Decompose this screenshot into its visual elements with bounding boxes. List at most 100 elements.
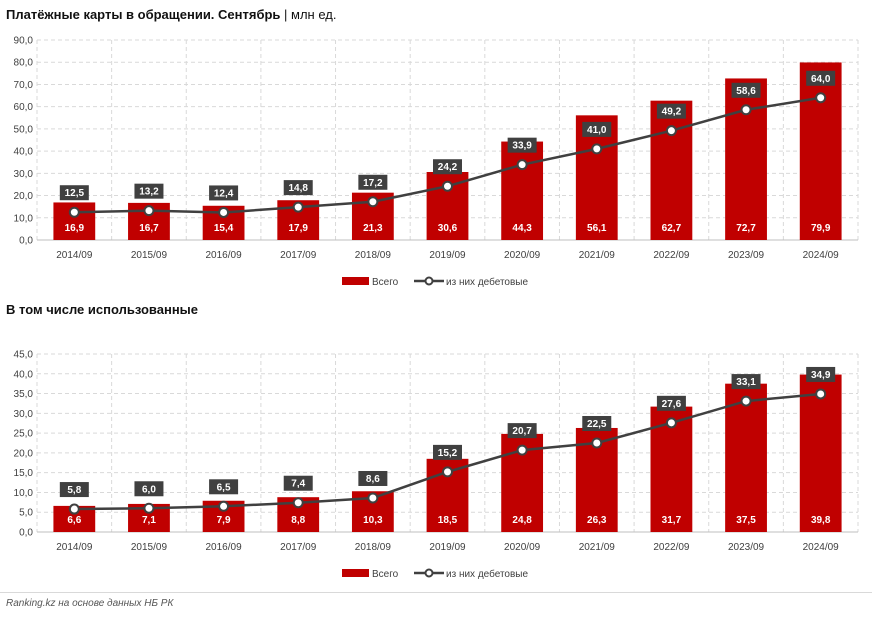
debit-value-label: 15,2 — [438, 448, 458, 459]
chart-1-title-unit: | млн ед. — [280, 7, 337, 22]
debit-point-2022/09 — [665, 125, 677, 137]
bar-value-label: 18,5 — [438, 515, 458, 526]
x-tick-label: 2020/09 — [504, 542, 541, 553]
y-tick-label: 90,0 — [14, 36, 34, 47]
debit-value-label: 6,5 — [217, 482, 231, 493]
debit-point-2014/09 — [68, 503, 80, 515]
x-tick-label: 2019/09 — [429, 542, 466, 553]
debit-value-label: 12,4 — [214, 188, 234, 199]
debit-point-2020/09 — [516, 159, 528, 171]
x-tick-label: 2023/09 — [728, 542, 765, 553]
debit-value-label: 22,5 — [587, 419, 607, 430]
debit-value-label: 27,6 — [662, 399, 682, 410]
bar-2023/09 — [725, 383, 767, 532]
bar-value-label: 79,9 — [811, 223, 831, 234]
debit-value-label: 24,2 — [438, 162, 458, 173]
debit-label-box — [507, 137, 537, 153]
y-tick-label: 5,0 — [19, 508, 33, 519]
debit-label-box — [209, 185, 239, 201]
debit-value-label: 20,7 — [512, 426, 532, 437]
chart-2-title: В том числе использованные — [6, 302, 198, 317]
y-tick-label: 40,0 — [14, 147, 34, 158]
bar-value-label: 62,7 — [662, 223, 682, 234]
debit-value-label: 14,8 — [288, 183, 308, 194]
x-tick-label: 2015/09 — [131, 250, 168, 261]
debit-point-2024/09 — [815, 92, 827, 104]
debit-value-label: 49,2 — [662, 107, 682, 118]
bar-value-label: 15,4 — [214, 223, 234, 234]
y-tick-label: 10,0 — [14, 213, 34, 224]
bar-value-label: 39,8 — [811, 515, 831, 526]
bar-value-label: 8,8 — [291, 515, 305, 526]
y-tick-label: 15,0 — [14, 468, 34, 479]
debit-value-label: 13,2 — [139, 187, 159, 198]
legend-label-total: Всего — [372, 277, 399, 288]
bar-value-label: 56,1 — [587, 223, 607, 234]
debit-label-box — [656, 395, 686, 411]
x-tick-label: 2016/09 — [206, 250, 243, 261]
debit-value-label: 64,0 — [811, 74, 831, 85]
y-tick-label: 0,0 — [19, 528, 33, 539]
legend-bar-swatch — [342, 277, 369, 285]
y-tick-label: 30,0 — [14, 409, 34, 420]
debit-point-2024/09 — [815, 388, 827, 400]
debit-point-2019/09 — [442, 180, 453, 192]
debit-label-box — [582, 416, 612, 431]
y-tick-label: 40,0 — [14, 369, 34, 380]
x-tick-label: 2022/09 — [653, 250, 690, 261]
debit-label-box — [731, 374, 761, 390]
x-tick-label: 2018/09 — [355, 250, 392, 261]
debit-value-label: 34,9 — [811, 370, 831, 381]
bar-value-label: 16,9 — [65, 223, 85, 234]
debit-label-box — [59, 482, 89, 498]
bar-value-label: 31,7 — [662, 515, 682, 526]
bar-value-label: 24,8 — [512, 515, 532, 526]
debit-value-label: 6,0 — [142, 484, 156, 495]
legend-line-marker — [424, 276, 434, 286]
y-tick-label: 45,0 — [14, 350, 34, 361]
y-tick-label: 30,0 — [14, 169, 34, 180]
x-tick-label: 2023/09 — [728, 250, 765, 261]
debit-point-2021/09 — [591, 437, 603, 449]
legend-line-marker — [424, 568, 434, 578]
y-tick-label: 25,0 — [14, 429, 34, 440]
debit-label-box — [731, 82, 761, 98]
debit-value-label: 33,1 — [736, 377, 756, 388]
x-tick-label: 2019/09 — [429, 250, 466, 261]
debit-label-box — [582, 121, 612, 137]
bar-2024/09 — [799, 62, 842, 240]
debit-label-box — [134, 481, 164, 497]
debit-label-box — [433, 159, 462, 175]
legend-label-total: Всего — [372, 569, 399, 580]
bar-2024/09 — [799, 374, 842, 532]
chart-1-cards-in-circulation: 0,0 10,0 20,0 30,0 40,0 50,0 60,0 70,0 80,0 90,0 1… — [14, 36, 859, 288]
x-tick-label: 2017/09 — [280, 250, 317, 261]
debit-label-box — [433, 444, 462, 460]
bar-value-label: 6,6 — [67, 515, 81, 526]
chart-2-title-main: В том числе использованные — [6, 302, 198, 317]
bar-value-label: 7,9 — [217, 515, 231, 526]
y-tick-label: 60,0 — [14, 102, 34, 113]
debit-label-box — [656, 103, 686, 119]
footer-divider — [0, 592, 872, 593]
bar-2023/09 — [725, 78, 767, 240]
y-tick-label: 50,0 — [14, 124, 34, 135]
debit-value-label: 17,2 — [363, 178, 383, 189]
debit-point-2023/09 — [740, 395, 752, 407]
y-tick-label: 80,0 — [14, 58, 34, 69]
debit-value-label: 12,5 — [65, 188, 85, 199]
bar-value-label: 37,5 — [736, 515, 756, 526]
x-tick-label: 2018/09 — [355, 542, 392, 553]
x-tick-label: 2014/09 — [56, 250, 93, 261]
bar-value-label: 7,1 — [142, 515, 156, 526]
bar-value-label: 30,6 — [438, 223, 458, 234]
debit-label-box — [358, 470, 388, 486]
bar-value-label: 44,3 — [512, 223, 532, 234]
debit-point-2018/09 — [367, 196, 379, 208]
debit-point-2016/09 — [218, 500, 230, 512]
debit-value-label: 41,0 — [587, 125, 607, 136]
x-tick-label: 2014/09 — [56, 542, 93, 553]
chart-1-title-main: Платёжные карты в обращении. Сентябрь — [6, 7, 281, 22]
debit-point-2015/09 — [143, 502, 155, 514]
debit-label-box — [806, 366, 836, 382]
